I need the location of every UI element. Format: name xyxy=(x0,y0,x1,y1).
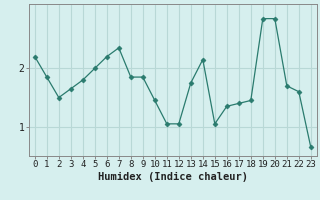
X-axis label: Humidex (Indice chaleur): Humidex (Indice chaleur) xyxy=(98,172,248,182)
